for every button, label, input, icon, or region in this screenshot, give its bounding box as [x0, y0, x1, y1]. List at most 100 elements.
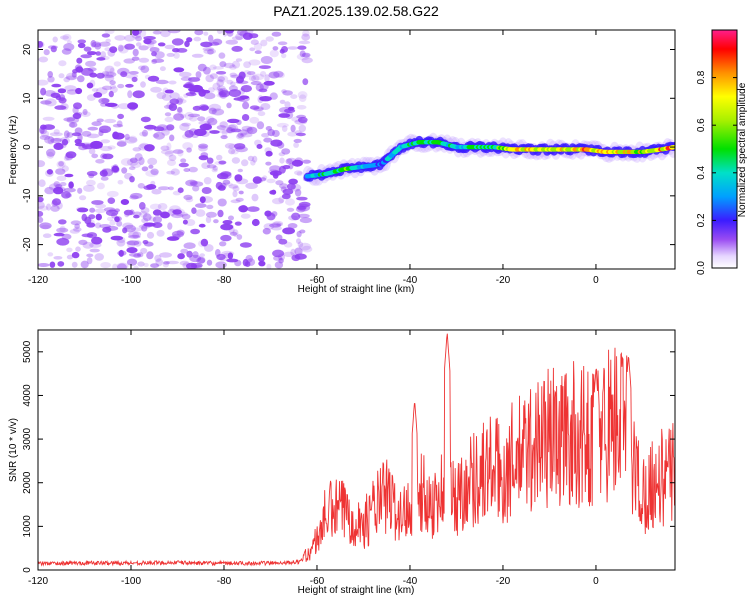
noise-blob — [38, 216, 44, 223]
noise-blob — [128, 71, 139, 75]
noise-blob — [243, 61, 252, 69]
noise-blob — [100, 51, 106, 59]
noise-blob — [71, 251, 80, 259]
colorbar-tick-label: 0.0 — [696, 261, 707, 275]
noise-blob — [217, 198, 227, 207]
noise-blob — [262, 175, 268, 180]
noise-blob — [258, 260, 266, 267]
noise-blob — [152, 216, 162, 224]
noise-blob — [114, 208, 120, 213]
noise-blob — [272, 129, 280, 138]
noise-blob — [228, 215, 234, 221]
noise-blob — [294, 188, 302, 197]
noise-blob — [234, 221, 242, 226]
noise-blob — [205, 125, 212, 132]
noise-blob — [291, 159, 303, 167]
noise-blob — [188, 166, 198, 173]
noise-blob — [39, 222, 52, 230]
noise-blob — [211, 168, 218, 173]
noise-blob — [90, 40, 97, 48]
top-x-tick-label: -100 — [121, 275, 141, 286]
noise-blob — [139, 210, 148, 218]
colorbar-tick-label: 0.8 — [696, 70, 707, 84]
noise-blob — [160, 145, 170, 151]
noise-blob — [86, 232, 98, 239]
noise-blob — [169, 92, 180, 100]
noise-blob — [143, 36, 156, 40]
noise-blob — [44, 98, 57, 107]
noise-blob — [172, 209, 182, 215]
noise-blob — [123, 58, 135, 64]
noise-blob — [116, 120, 123, 127]
noise-blob — [47, 136, 55, 145]
figure-title: PAZ1.2025.139.02.58.G22 — [273, 3, 439, 19]
noise-blob — [156, 229, 165, 237]
noise-blob — [112, 123, 124, 128]
noise-blob — [278, 238, 288, 245]
noise-blob — [220, 171, 232, 177]
bottom-y-tick-label: 1000 — [22, 515, 33, 538]
noise-blob — [52, 36, 58, 43]
noise-blob — [203, 92, 216, 100]
noise-blob — [106, 190, 119, 198]
noise-blob — [207, 117, 218, 126]
noise-blob — [61, 138, 69, 146]
top-y-tick-label: -20 — [22, 237, 33, 252]
noise-blob — [171, 213, 184, 219]
noise-blob — [76, 57, 83, 64]
noise-blob — [43, 49, 50, 56]
noise-blob — [205, 74, 214, 83]
noise-blob — [197, 239, 209, 248]
noise-blob — [224, 30, 235, 34]
noise-blob — [129, 157, 138, 163]
noise-blob — [151, 188, 162, 195]
noise-blob — [186, 147, 192, 153]
noise-blob — [63, 76, 70, 83]
noise-blob — [278, 152, 286, 157]
noise-blob — [269, 92, 278, 100]
noise-blob — [298, 124, 306, 133]
noise-blob — [45, 169, 54, 177]
noise-blob — [290, 94, 298, 99]
noise-blob — [191, 133, 199, 138]
noise-blob — [264, 210, 272, 217]
noise-blob — [189, 115, 198, 122]
noise-blob — [263, 223, 275, 230]
noise-blob — [202, 122, 212, 130]
noise-blob — [229, 231, 238, 236]
noise-blob — [195, 105, 205, 110]
noise-blob — [240, 132, 253, 138]
noise-blob — [164, 112, 172, 117]
noise-blob — [99, 145, 113, 152]
noise-blob — [216, 253, 226, 261]
noise-blob — [156, 92, 167, 100]
noise-blob — [215, 261, 227, 269]
noise-blob — [302, 30, 310, 37]
top-x-ticks: -120 -100 -80 -60 -40 -20 0 — [28, 30, 599, 286]
noise-blob — [216, 79, 224, 87]
noise-blob — [200, 41, 213, 48]
noise-blob — [152, 30, 162, 35]
top-xlabel: Height of straight line (km) — [298, 284, 415, 295]
bottom-y-tick-label: 3000 — [22, 428, 33, 451]
noise-blob — [296, 105, 307, 110]
noise-blob — [144, 39, 157, 45]
noise-blob — [164, 150, 174, 157]
noise-blob — [298, 94, 307, 102]
noise-blob — [124, 133, 130, 140]
noise-blob — [184, 111, 194, 120]
noise-blob — [212, 66, 224, 70]
noise-blob — [62, 33, 72, 42]
top-y-tick-label: 20 — [22, 44, 33, 56]
noise-blob — [296, 171, 303, 177]
noise-blob — [179, 123, 190, 131]
noise-blob — [58, 219, 67, 225]
noise-blob — [212, 82, 221, 91]
noise-blob — [107, 49, 116, 57]
noise-blob — [226, 102, 232, 109]
noise-blob — [143, 222, 156, 227]
noise-blob — [269, 170, 282, 176]
top-y-tick-label: 0 — [22, 144, 33, 150]
noise-blob — [232, 229, 239, 237]
